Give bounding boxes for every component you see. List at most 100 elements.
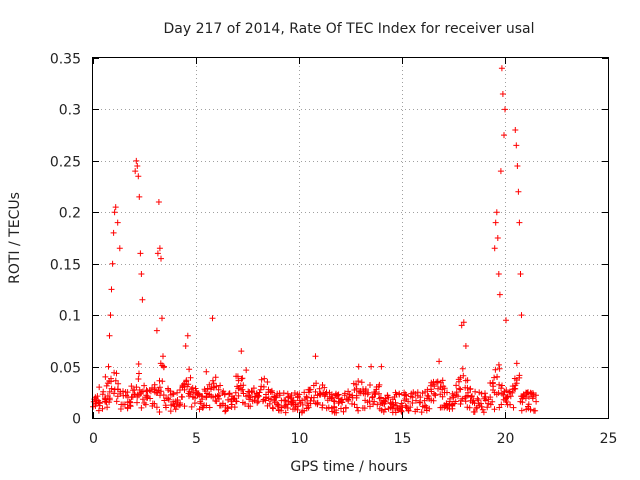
data-point bbox=[525, 389, 531, 396]
data-point bbox=[191, 400, 198, 407]
data-point bbox=[425, 393, 432, 400]
data-point bbox=[418, 409, 425, 416]
data-point bbox=[468, 394, 475, 400]
data-point bbox=[431, 390, 437, 397]
data-point bbox=[430, 397, 437, 404]
data-point bbox=[250, 385, 257, 392]
data-point bbox=[184, 332, 191, 339]
data-point bbox=[116, 245, 123, 252]
data-point bbox=[487, 394, 494, 401]
data-point bbox=[371, 398, 378, 405]
data-point bbox=[355, 363, 362, 370]
data-point bbox=[333, 407, 340, 414]
data-point bbox=[517, 271, 524, 277]
data-point bbox=[248, 388, 255, 395]
x-tick-label: 0 bbox=[89, 431, 98, 447]
data-point bbox=[403, 392, 410, 399]
data-point bbox=[225, 396, 231, 403]
data-point bbox=[533, 392, 539, 399]
data-point bbox=[209, 315, 216, 322]
data-point bbox=[96, 402, 103, 409]
data-point bbox=[113, 370, 120, 377]
data-point bbox=[272, 394, 279, 401]
data-point bbox=[139, 296, 146, 303]
data-point bbox=[273, 394, 280, 400]
data-point bbox=[495, 361, 502, 368]
data-point bbox=[261, 375, 268, 382]
data-point bbox=[518, 312, 525, 319]
data-point bbox=[398, 407, 405, 414]
data-point bbox=[331, 403, 338, 410]
data-point bbox=[493, 209, 500, 216]
data-point bbox=[147, 395, 154, 402]
data-point bbox=[114, 219, 121, 226]
x-tick-label: 5 bbox=[192, 431, 201, 447]
data-point bbox=[214, 393, 221, 399]
data-point bbox=[181, 386, 188, 393]
data-point bbox=[340, 408, 347, 415]
data-point bbox=[507, 401, 514, 408]
data-point bbox=[281, 397, 288, 404]
y-axis-title: ROTI / TECUs bbox=[7, 192, 23, 284]
chart-title: Day 217 of 2014, Rate Of TEC Index for r… bbox=[163, 21, 534, 37]
data-point bbox=[135, 173, 142, 180]
data-point bbox=[514, 163, 521, 169]
data-point bbox=[111, 209, 118, 216]
data-point bbox=[374, 401, 381, 408]
data-point bbox=[222, 408, 229, 415]
data-point bbox=[456, 378, 462, 385]
data-point bbox=[522, 395, 529, 402]
data-point bbox=[151, 381, 158, 388]
x-axis-title: GPS time / hours bbox=[290, 459, 407, 475]
data-point bbox=[382, 406, 389, 413]
ticks-layer: 0 5 10 15 20 25 0 0.05 0.1 0.15 0.2 0.25 0.3 0.35 bbox=[50, 52, 618, 448]
data-point bbox=[249, 389, 256, 396]
data-point bbox=[474, 395, 481, 402]
data-point bbox=[234, 373, 241, 380]
data-point bbox=[137, 250, 144, 257]
data-point bbox=[186, 366, 193, 373]
data-point bbox=[325, 404, 332, 411]
y-tick-label: 0.35 bbox=[50, 52, 81, 68]
data-point bbox=[307, 386, 314, 393]
data-point bbox=[480, 409, 487, 416]
data-point bbox=[258, 376, 265, 383]
data-point bbox=[147, 388, 154, 395]
data-point bbox=[141, 382, 148, 389]
data-point bbox=[503, 317, 509, 324]
data-point bbox=[407, 404, 414, 411]
data-point bbox=[159, 378, 166, 385]
data-point bbox=[472, 388, 479, 395]
data-point bbox=[134, 399, 140, 406]
data-point bbox=[299, 397, 305, 404]
data-point bbox=[192, 395, 199, 401]
data-point bbox=[369, 393, 376, 400]
data-point bbox=[303, 393, 310, 400]
data-point bbox=[478, 403, 485, 410]
data-point bbox=[342, 405, 349, 412]
data-point bbox=[198, 393, 205, 400]
data-point bbox=[457, 386, 464, 393]
data-point bbox=[109, 260, 116, 267]
data-point bbox=[106, 388, 113, 395]
data-point bbox=[456, 385, 463, 392]
data-point bbox=[458, 322, 465, 329]
data-point bbox=[455, 393, 461, 400]
data-point bbox=[462, 343, 469, 349]
data-point bbox=[204, 385, 211, 392]
data-point bbox=[132, 168, 139, 175]
data-point bbox=[103, 382, 110, 389]
data-point bbox=[496, 291, 503, 298]
data-point bbox=[291, 405, 298, 412]
data-point bbox=[135, 376, 142, 382]
data-point bbox=[413, 397, 419, 404]
data-point bbox=[94, 393, 101, 400]
data-point bbox=[499, 91, 506, 97]
data-point bbox=[353, 381, 360, 388]
data-point bbox=[112, 204, 119, 211]
data-point bbox=[243, 367, 250, 374]
data-point bbox=[491, 374, 498, 381]
data-point bbox=[282, 409, 289, 416]
data-point bbox=[299, 401, 306, 408]
